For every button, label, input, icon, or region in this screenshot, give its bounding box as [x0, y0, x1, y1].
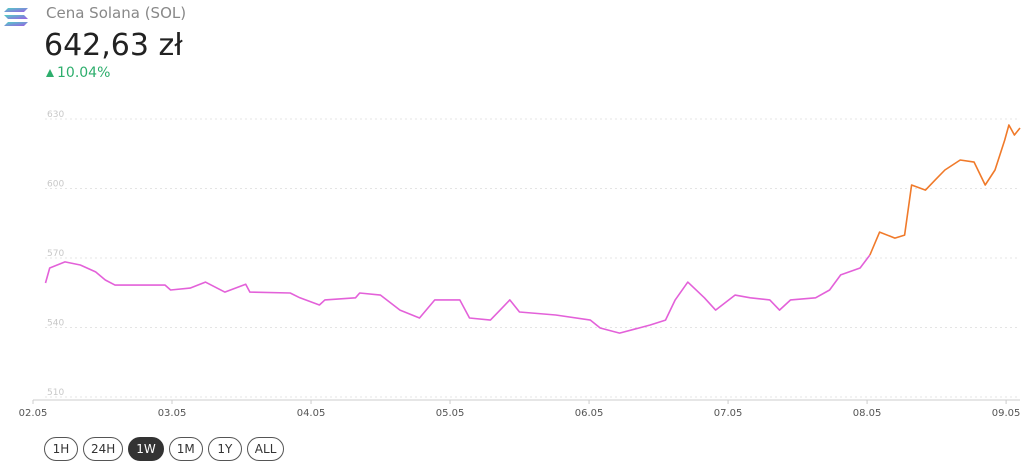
y-tick-label: 510	[47, 388, 64, 398]
chart: 510 540 570 600 630 02.05 03.05 04.05 05.05 06.05…	[19, 110, 1021, 419]
range-button[interactable]: 1M	[168, 437, 203, 461]
price-line	[44, 254, 871, 334]
title: Cena Solana (SOL)	[46, 4, 187, 22]
y-tick-label: 540	[47, 319, 64, 329]
x-tick-label: 05.05	[436, 408, 465, 419]
x-tick-label: 03.05	[158, 408, 187, 419]
range-button[interactable]: 1H	[44, 437, 78, 461]
y-tick-label: 600	[47, 180, 64, 190]
x-tick-label: 04.05	[297, 408, 326, 419]
range-button[interactable]: 1Y	[207, 437, 242, 461]
x-tick-label: 06.05	[575, 408, 604, 419]
range-button[interactable]: 1W	[128, 437, 164, 461]
y-tick-label: 570	[47, 249, 64, 259]
range-button[interactable]: ALL	[246, 437, 285, 461]
price-line	[869, 124, 1021, 256]
x-tick-label: 08.05	[853, 408, 882, 419]
range-buttons: 1H 24H 1W 1M 1Y ALL	[44, 437, 285, 461]
x-tick-label: 02.05	[19, 408, 48, 419]
solana-logo	[4, 8, 28, 26]
change-value: 10.04%	[57, 65, 111, 81]
range-button[interactable]: 24H	[83, 437, 124, 461]
x-tick-label: 09.05	[992, 408, 1021, 419]
change: 10.04%	[46, 65, 110, 81]
y-tick-label: 630	[47, 110, 64, 120]
x-tick-label: 07.05	[714, 408, 743, 419]
price: 642,63 zł	[44, 28, 183, 63]
up-arrow	[46, 69, 54, 77]
